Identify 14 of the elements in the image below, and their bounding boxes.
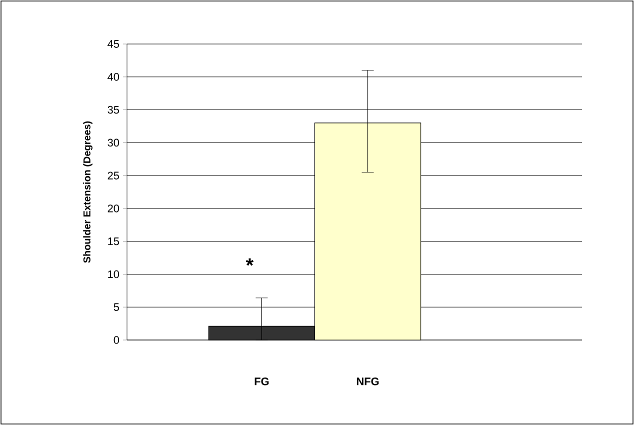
y-axis-title: Shoulder Extension (Degrees) — [83, 121, 92, 263]
y-tick-label: 45 — [108, 40, 120, 48]
y-tick-label: 25 — [108, 172, 120, 180]
x-tick-label: NFG — [356, 378, 379, 386]
y-tick-label: 0 — [114, 336, 120, 344]
y-tick-label: 5 — [114, 303, 120, 311]
y-tick-label: 40 — [108, 73, 120, 81]
y-tick-label: 10 — [108, 270, 120, 278]
y-tick-label: 35 — [108, 106, 120, 114]
y-tick-label: 15 — [108, 238, 120, 246]
x-tick-label: FG — [254, 378, 269, 386]
y-tick-label: 20 — [108, 204, 120, 212]
y-tick-label: 30 — [108, 138, 120, 147]
annotation: * — [246, 258, 254, 266]
